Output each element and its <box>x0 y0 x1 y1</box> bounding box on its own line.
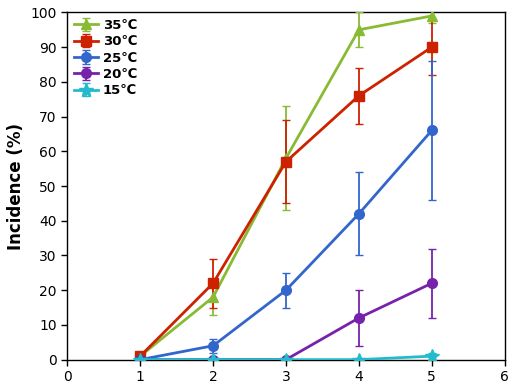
Legend: 35℃, 30℃, 25℃, 20℃, 15℃: 35℃, 30℃, 25℃, 20℃, 15℃ <box>71 16 140 100</box>
Y-axis label: Incidence (%): Incidence (%) <box>7 122 25 249</box>
